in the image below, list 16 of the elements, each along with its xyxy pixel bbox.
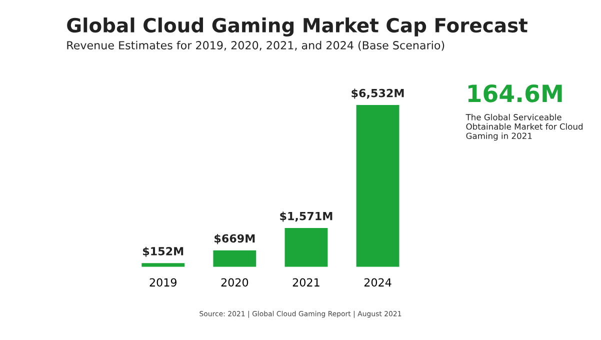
chart-title: Global Cloud Gaming Market Cap Forecast — [67, 18, 528, 36]
bar — [284, 228, 328, 267]
bar — [142, 263, 185, 267]
text: 164.6M — [468, 84, 562, 102]
data-label: $6,532M — [352, 88, 404, 99]
x-tick-label: 2019 — [150, 278, 176, 287]
data-label: $1,571M — [280, 212, 332, 222]
data-label: $152M — [143, 246, 184, 257]
chart-subtitle: Revenue Estimates for 2019, 2020, 2021, and 2024 (Base Scenario) — [67, 40, 444, 51]
x-tick-label: 2021 — [292, 278, 320, 287]
x-tick-label: 2024 — [364, 278, 392, 287]
x-tick-label: 2020 — [221, 278, 248, 287]
bar — [356, 104, 400, 267]
data-label: $669M — [214, 234, 255, 244]
text: The Global Serviceable Obtainable Market for Cloud Gaming in 2021 — [466, 114, 583, 141]
bar — [213, 250, 256, 267]
